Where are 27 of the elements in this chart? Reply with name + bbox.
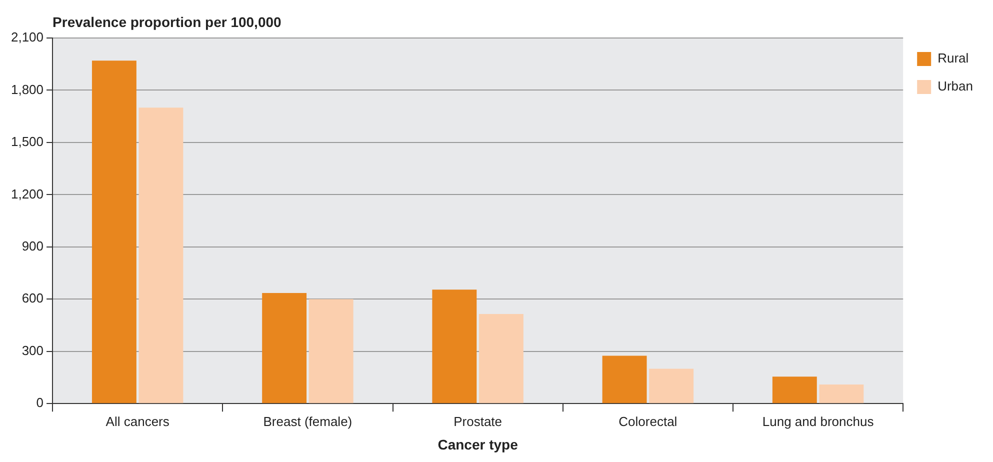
bar <box>138 108 184 404</box>
bar <box>772 376 817 404</box>
legend-label: Urban <box>938 78 974 94</box>
bar <box>819 384 864 404</box>
x-axis-title: Cancer type <box>438 436 518 452</box>
bar <box>92 60 136 404</box>
bar <box>602 356 647 404</box>
y-tick-label: 1,500 <box>10 134 44 150</box>
bar <box>308 299 354 404</box>
y-tick-label: 0 <box>36 395 44 410</box>
bar <box>478 314 524 404</box>
x-tick-label: Prostate <box>454 414 502 429</box>
y-tick-label: 1,800 <box>10 82 44 97</box>
x-tick-label: Lung and bronchus <box>762 414 874 429</box>
bar <box>432 290 477 404</box>
y-tick-label: 1,200 <box>10 186 44 202</box>
x-tick-label: Breast (female) <box>263 414 352 429</box>
x-tick-label: All cancers <box>106 414 170 429</box>
y-tick-label: 600 <box>22 290 44 306</box>
bar <box>262 293 307 404</box>
y-tick-label: 2,100 <box>10 30 44 45</box>
y-tick-label: 300 <box>22 342 44 358</box>
y-tick-label: 900 <box>22 238 44 254</box>
y-axis-title: Prevalence proportion per 100,000 <box>52 14 282 30</box>
legend-label: Rural <box>938 50 969 66</box>
bar <box>649 368 694 404</box>
x-tick-label: Colorectal <box>618 414 678 429</box>
